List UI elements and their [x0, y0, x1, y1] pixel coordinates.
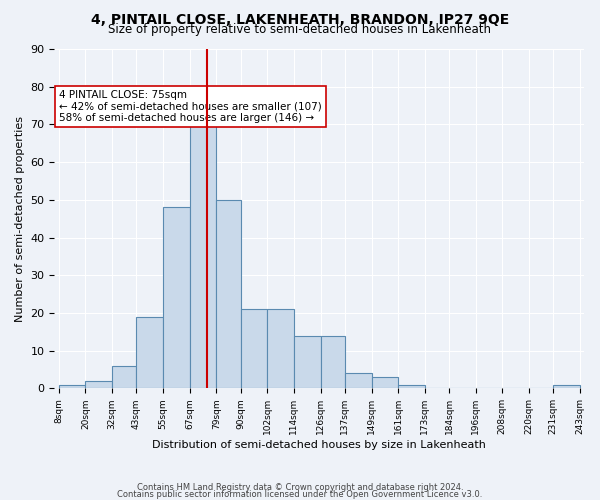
Bar — [59, 384, 85, 388]
Text: 4 PINTAIL CLOSE: 75sqm
← 42% of semi-detached houses are smaller (107)
58% of se: 4 PINTAIL CLOSE: 75sqm ← 42% of semi-det… — [59, 90, 322, 123]
Bar — [267, 309, 294, 388]
Text: Contains public sector information licensed under the Open Government Licence v3: Contains public sector information licen… — [118, 490, 482, 499]
Bar — [112, 366, 136, 388]
Text: 4, PINTAIL CLOSE, LAKENHEATH, BRANDON, IP27 9QE: 4, PINTAIL CLOSE, LAKENHEATH, BRANDON, I… — [91, 12, 509, 26]
Bar — [85, 381, 112, 388]
X-axis label: Distribution of semi-detached houses by size in Lakenheath: Distribution of semi-detached houses by … — [152, 440, 487, 450]
Bar — [136, 316, 163, 388]
Bar — [216, 200, 241, 388]
Bar — [294, 336, 320, 388]
Bar — [398, 384, 425, 388]
Bar — [345, 374, 371, 388]
Bar — [241, 309, 267, 388]
Bar — [320, 336, 345, 388]
Text: Size of property relative to semi-detached houses in Lakenheath: Size of property relative to semi-detach… — [109, 22, 491, 36]
Bar — [553, 384, 580, 388]
Text: Contains HM Land Registry data © Crown copyright and database right 2024.: Contains HM Land Registry data © Crown c… — [137, 484, 463, 492]
Bar — [163, 208, 190, 388]
Bar — [371, 377, 398, 388]
Bar — [190, 117, 216, 388]
Y-axis label: Number of semi-detached properties: Number of semi-detached properties — [15, 116, 25, 322]
